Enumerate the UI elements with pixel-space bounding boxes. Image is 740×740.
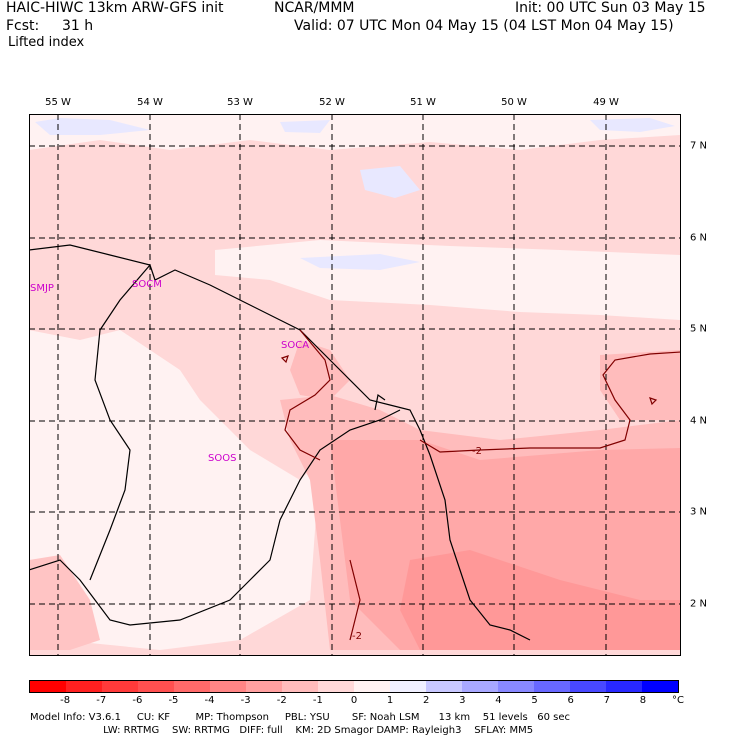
- lon-label: 49 W: [593, 97, 619, 108]
- valid-time: Valid: 07 UTC Mon 04 May 15 (04 LST Mon …: [294, 18, 674, 34]
- colorbar-segment: [534, 681, 570, 692]
- colorbar-segment: [498, 681, 534, 692]
- shade-blue-patch: [300, 254, 420, 270]
- shade-blue-patch: [590, 118, 675, 132]
- model-info-line1: Model Info: V3.6.1 CU: KF MP: Thompson P…: [30, 712, 570, 723]
- coastline: [30, 244, 531, 641]
- lon-label: 50 W: [501, 97, 527, 108]
- colorbar-segment: [354, 681, 390, 692]
- colorbar-tick-label: 5: [531, 695, 538, 706]
- colorbar-segment: [318, 681, 354, 692]
- colorbar-segment: [102, 681, 138, 692]
- lon-label: 52 W: [319, 97, 345, 108]
- colorbar-segment: [138, 681, 174, 692]
- colorbar-segment: [174, 681, 210, 692]
- lon-label: 51 W: [410, 97, 436, 108]
- contour-minus2: [280, 329, 680, 641]
- shade-medium: [290, 340, 350, 400]
- station-label: SOCA: [281, 340, 310, 351]
- contour-label: -2: [352, 631, 362, 642]
- shade-medium: [30, 555, 100, 650]
- station-label: SMJP: [30, 283, 54, 294]
- colorbar-tick-label: 2: [423, 695, 430, 706]
- colorbar-tick-label: -6: [132, 695, 143, 706]
- lat-label: 5 N: [690, 323, 708, 335]
- lon-label: 53 W: [227, 97, 253, 108]
- colorbar-segment: [282, 681, 318, 692]
- shade-interior-light: [30, 330, 320, 650]
- shade-blue-patch: [360, 166, 420, 198]
- station-label: SOOS: [208, 453, 237, 464]
- shade-darker: [400, 550, 680, 650]
- colorbar-tick-label: -7: [96, 695, 107, 706]
- model-info-line2: LW: RRTMG SW: RRTMG DIFF: full KM: 2D Sm…: [30, 725, 534, 736]
- colorbar-tick-label: -3: [240, 695, 251, 706]
- colorbar-tick-label: -8: [60, 695, 71, 706]
- colorbar-segment: [66, 681, 102, 692]
- station-label: SOCM: [132, 279, 162, 290]
- field-name: Lifted index: [8, 35, 85, 50]
- lat-label: 3 N: [690, 506, 708, 518]
- colorbar-tick-label: 6: [567, 695, 574, 706]
- colorbar-segment: [642, 681, 678, 692]
- colorbar-segment: [246, 681, 282, 692]
- colorbar-segment: [30, 681, 66, 692]
- lat-label: 7 N: [690, 140, 708, 152]
- colorbar-tick-label: 4: [495, 695, 502, 706]
- colorbar-tick-label: 0: [350, 695, 358, 706]
- colorbar-segment: [606, 681, 642, 692]
- lat-label: 2 N: [690, 598, 708, 610]
- colorbar-segment: [426, 681, 462, 692]
- colorbar-tick-label: 3: [459, 695, 466, 706]
- colorbar-tick-label: -1: [312, 695, 323, 706]
- colorbar-segment: [210, 681, 246, 692]
- organization: NCAR/MMM: [274, 0, 355, 16]
- init-time: Init: 00 UTC Sun 03 May 15: [515, 0, 706, 16]
- forecast-label: Fcst:: [6, 18, 40, 34]
- lifted-index-map: [29, 114, 681, 656]
- colorbar-tick-label: 8: [639, 695, 647, 706]
- lon-label: 55 W: [45, 97, 71, 108]
- forecast-hour: 31 h: [62, 18, 94, 34]
- shade-medium: [600, 350, 680, 420]
- colorbar-tick-label: -2: [276, 695, 287, 706]
- shade-blue-patch: [280, 120, 330, 133]
- shade-light-band: [30, 115, 680, 150]
- lat-label: 4 N: [690, 415, 708, 427]
- colorbar-segment: [570, 681, 606, 692]
- colorbar-tick-label: -5: [168, 695, 179, 706]
- shade-blue-patch: [35, 118, 150, 135]
- colorbar-unit: °C: [672, 695, 684, 706]
- lon-label: 54 W: [137, 97, 163, 108]
- colorbar-tick-label: -4: [204, 695, 215, 706]
- colorbar-tick-label: 7: [603, 695, 610, 706]
- colorbar-segment: [390, 681, 426, 692]
- colorbar: [29, 680, 679, 693]
- lat-label: 6 N: [690, 232, 708, 244]
- contour-label: -2: [472, 446, 482, 457]
- graticule: [30, 115, 680, 655]
- colorbar-tick-label: 1: [386, 695, 394, 706]
- colorbar-segment: [462, 681, 498, 692]
- model-title: HAIC-HIWC 13km ARW-GFS init: [6, 0, 224, 16]
